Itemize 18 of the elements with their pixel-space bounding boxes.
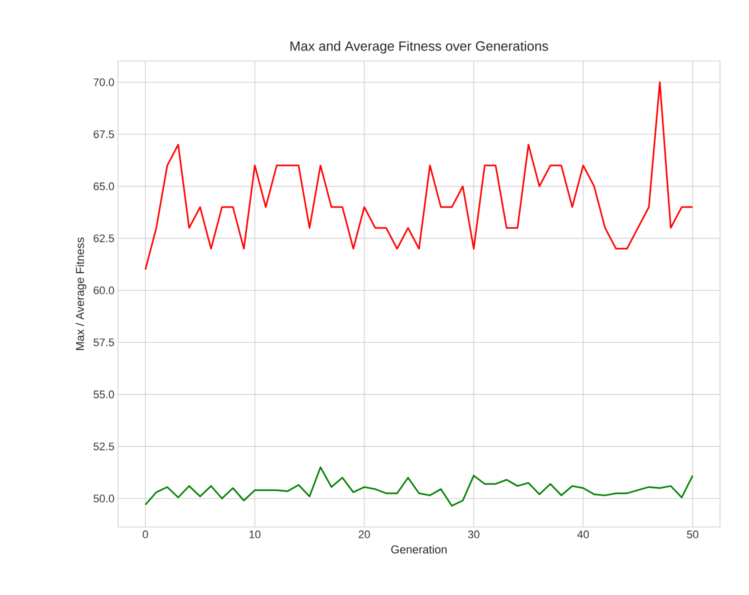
y-tick-label: 67.5 [94,130,114,138]
y-tick-label: 65.0 [94,182,114,190]
x-tick-label: 50 [686,530,698,538]
x-tick-label: 20 [358,530,370,538]
x-tick-label: 0 [142,530,148,538]
y-tick-label: 62.5 [94,234,114,242]
y-tick-label: 50.0 [94,494,114,502]
x-tick-label: 30 [468,530,480,538]
y-tick-label: 57.5 [94,338,114,346]
x-tick-label: 10 [250,530,260,538]
y-tick-label: 55.0 [94,390,114,398]
y-tick-label: 70.0 [94,78,114,86]
y-axis-title: Max / Average Fitness [76,238,86,350]
x-tick-label: 40 [577,530,589,538]
y-tick-label: 60.0 [94,286,114,294]
x-axis-title: Generation [391,545,447,554]
chart-title: Max and Average Fitness over Generations [290,40,548,54]
y-tick-label: 52.5 [94,442,114,450]
